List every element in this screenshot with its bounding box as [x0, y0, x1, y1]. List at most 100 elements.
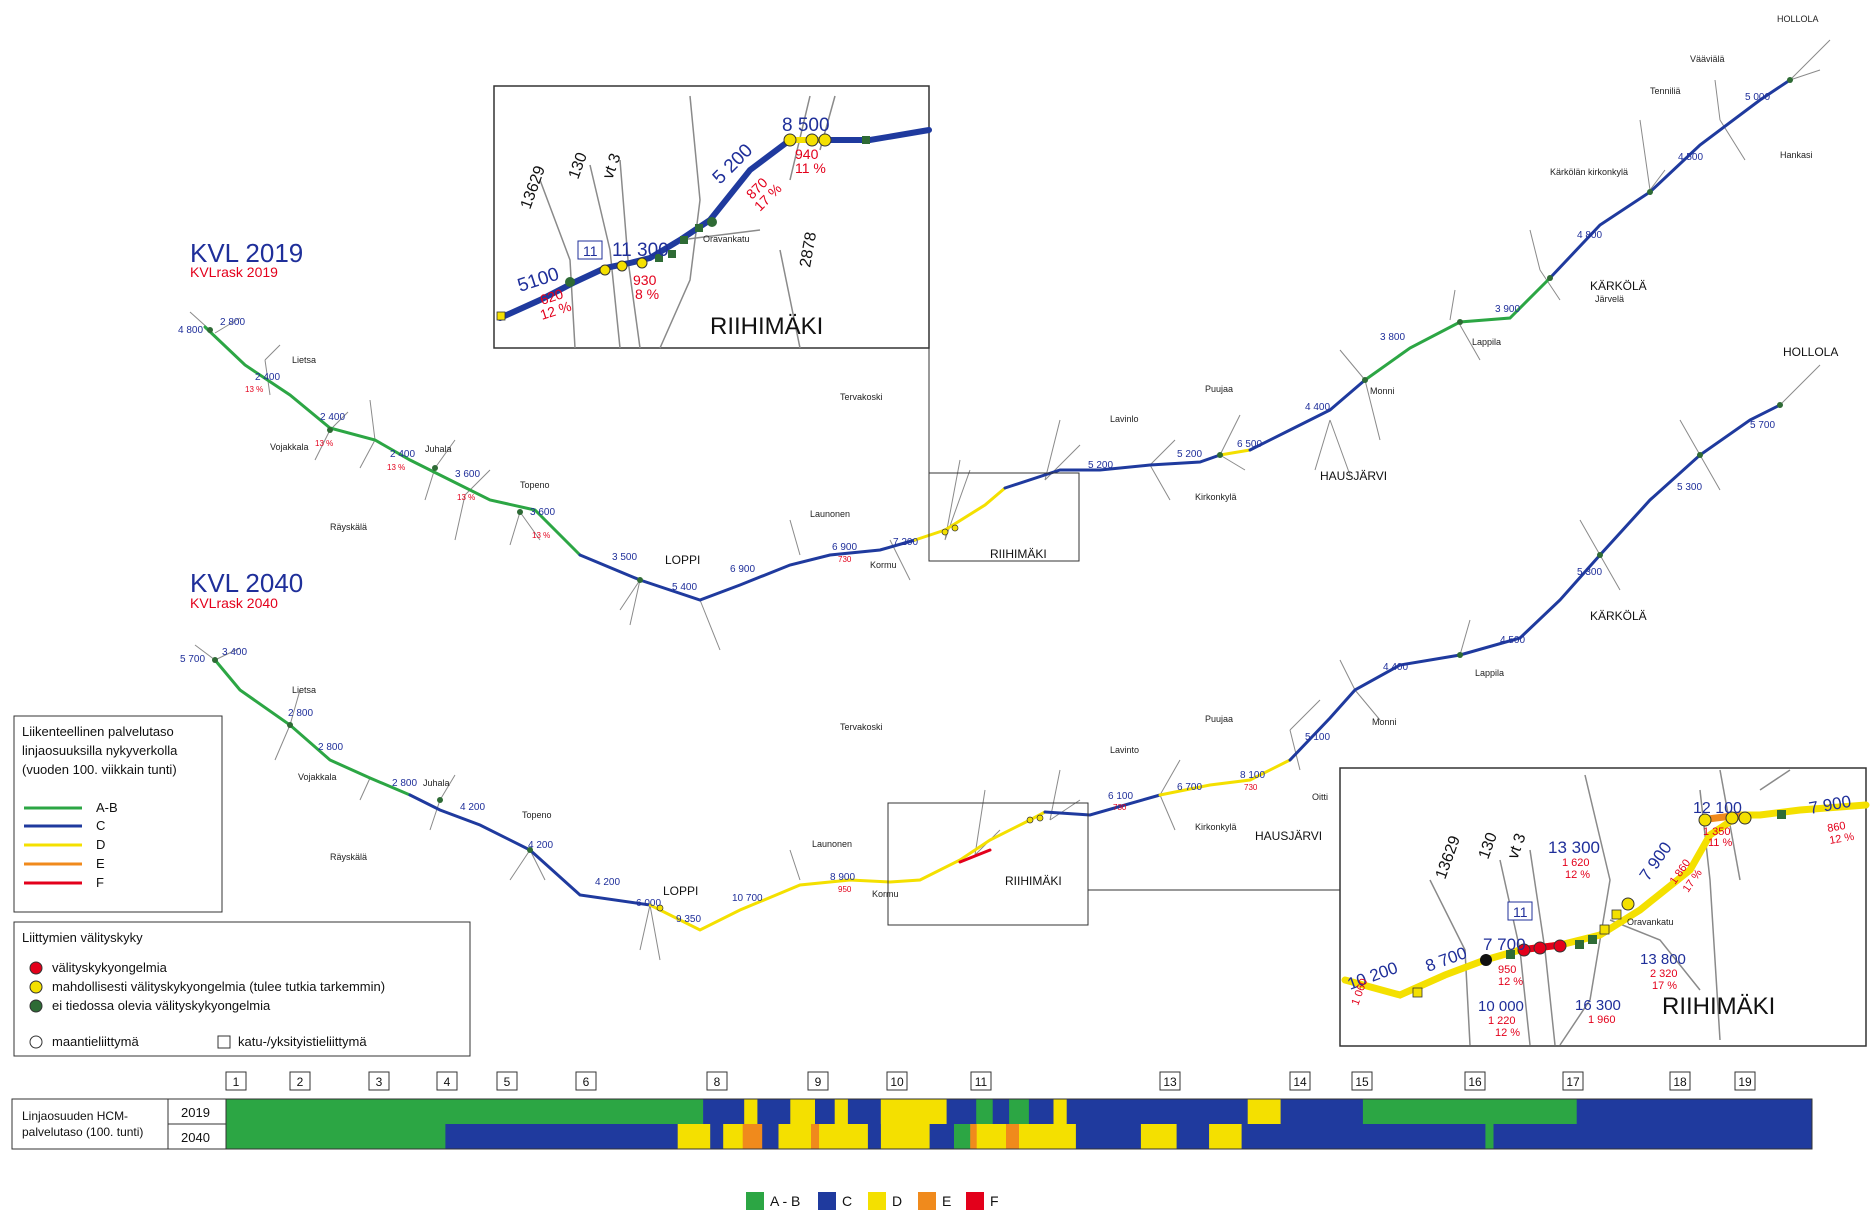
- hcm-row-2019: [226, 1099, 1813, 1124]
- kvl-label: 6 500: [1237, 439, 1262, 450]
- kvl-label: 12 100: [1693, 800, 1742, 817]
- junction: [1777, 810, 1786, 819]
- section-number-box: [289, 1071, 311, 1091]
- junction: [1457, 652, 1463, 658]
- kvlrask-label: 950: [838, 885, 852, 894]
- route-segment: [1548, 78, 1792, 280]
- section-number-box: [496, 1071, 518, 1091]
- kvl-label: 2 800: [392, 778, 417, 789]
- legend-circle-shape: [29, 1035, 43, 1049]
- legend-label: D: [892, 1193, 902, 1209]
- kvl-label: 8 900: [830, 872, 855, 883]
- section-number-box: [225, 1071, 247, 1091]
- year-label: 2019: [181, 1105, 210, 1120]
- kvlrask-label: 1 960: [1588, 1014, 1616, 1026]
- hcm-level-bar: [819, 1124, 869, 1149]
- section-number-box: [807, 1071, 829, 1091]
- junction: [599, 264, 611, 276]
- kvl-label: 4 400: [1305, 402, 1330, 413]
- section-number-box: [1351, 1071, 1373, 1091]
- legend-label: C: [96, 818, 105, 833]
- kvl-label: 5 200: [1088, 460, 1113, 471]
- place-label: Vojakkala: [270, 442, 309, 452]
- hcm-level-bar: [811, 1124, 820, 1149]
- hcm-level-bar: [742, 1124, 763, 1149]
- kvl-label: 3 600: [530, 507, 555, 518]
- kvl-label: 7 200: [893, 537, 918, 548]
- kvlrask-pct: 12 %: [1495, 1027, 1520, 1039]
- place-label: KÄRKÖLÄ: [1590, 279, 1647, 293]
- kvl-label: 4 200: [460, 802, 485, 813]
- section-number-box: [1464, 1071, 1486, 1091]
- kvl-label: 3 400: [222, 647, 247, 658]
- route-segment: [1363, 276, 1552, 382]
- hcm-level-bar: [723, 1124, 743, 1149]
- place-label: Lietsa: [292, 355, 316, 365]
- places-2040: HOLLOLA KÄRKÖLÄ HAUSJÄRVI RIIHIMÄKI LOPP…: [292, 345, 1838, 899]
- junction: [1553, 939, 1567, 953]
- legend-los-title: Liikenteellinen palvelutaso: [22, 724, 174, 739]
- junction: [1697, 452, 1703, 458]
- place-label: Vääviälä: [1690, 54, 1725, 64]
- place-label: Juhala: [425, 444, 452, 454]
- section-number-label: 2: [297, 1075, 304, 1089]
- section-number-box: [436, 1071, 458, 1091]
- junction: [1588, 935, 1597, 944]
- kvl-label: 13 800: [1640, 951, 1686, 968]
- junction: [656, 904, 664, 912]
- place-label: Lavinto: [1110, 745, 1139, 755]
- hcm-level-bar: [703, 1099, 745, 1124]
- junction: [636, 257, 648, 269]
- street-label: Oravankatu: [703, 234, 750, 244]
- legend-label: C: [842, 1193, 852, 1209]
- junction: [1647, 189, 1653, 195]
- legend-label: F: [990, 1193, 999, 1209]
- hcm-level-bar: [1247, 1099, 1281, 1124]
- section-number-box: [368, 1071, 390, 1091]
- hcm-bars-frame: [225, 1098, 1813, 1150]
- hcm-level-bar: [790, 1099, 816, 1124]
- section-numbers: 1 2 3 4 5 6 8 9 10 11 13 14 15 16 17 18 19: [225, 1071, 1756, 1091]
- kvl-label: 13 300: [1548, 838, 1600, 857]
- kvlrask-pct: 11 %: [795, 160, 826, 176]
- kvl-label: 6 900: [832, 542, 857, 553]
- kvl-labels-2040: 5 700 3 400 2 800 2 800 2 800 4 200 4 20…: [180, 420, 1775, 925]
- junction: [941, 528, 949, 536]
- place-label: HAUSJÄRVI: [1320, 469, 1387, 483]
- legend-los: Liikenteellinen palvelutaso linjaosuuksi…: [13, 715, 223, 913]
- legend-square-shape: [217, 1035, 231, 1049]
- hcm-level-bar: [867, 1124, 882, 1149]
- place-label: Hankasi: [1780, 150, 1813, 160]
- hcm-level-bar: [226, 1099, 704, 1124]
- route-segment: [648, 810, 1047, 932]
- place-label: Lappila: [1475, 668, 1504, 678]
- hcm-level-bar: [226, 1124, 446, 1149]
- section-box: [1507, 901, 1533, 921]
- hcm-level-bar: [1576, 1099, 1813, 1124]
- route-segment: [913, 486, 1007, 542]
- kvl-label: 4 800: [178, 325, 203, 336]
- map-2019: KVL 2019 KVLrask 2019: [178, 14, 1831, 651]
- place-label: Tervakoski: [840, 392, 883, 402]
- hcm-level-bar: [677, 1124, 711, 1149]
- route-segment: [1288, 403, 1782, 762]
- hcm-level-bar: [880, 1124, 930, 1149]
- kvl-label: 4 500: [1678, 152, 1703, 163]
- junction: [527, 847, 533, 853]
- kvl-label: 2 800: [288, 708, 313, 719]
- section-number-box: [706, 1071, 728, 1091]
- inset-2019: RIIHIMÄKI 13629 130 vt 3 2878 11 Oravank…: [493, 85, 932, 349]
- kvl-label: 4 200: [595, 877, 620, 888]
- hcm-level-bar: [762, 1124, 779, 1149]
- junction: [818, 133, 832, 147]
- hcm-level-bar: [976, 1099, 993, 1124]
- kvl-label: 9 350: [676, 914, 701, 925]
- junction: [437, 797, 443, 803]
- section-number-label: 17: [1566, 1075, 1580, 1089]
- legend-swatch: [868, 1192, 886, 1210]
- year-cell: [167, 1098, 227, 1125]
- place-label: Tenniliä: [1650, 86, 1681, 96]
- junction: [1480, 954, 1492, 966]
- inset-2019-title: RIIHIMÄKI: [710, 313, 823, 340]
